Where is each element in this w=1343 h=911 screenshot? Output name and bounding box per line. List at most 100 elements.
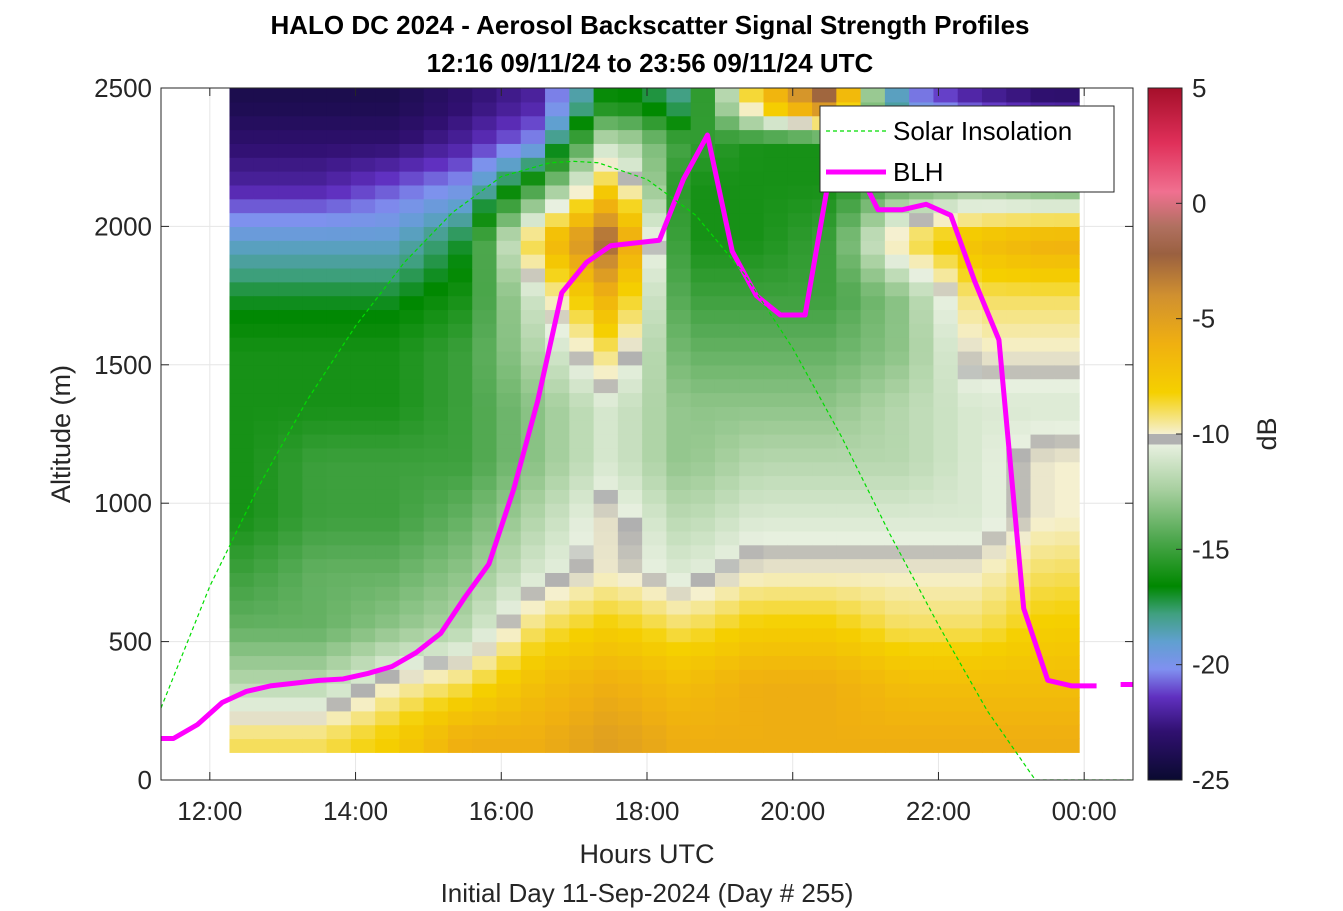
heatmap-cell xyxy=(739,572,765,587)
heatmap-cell xyxy=(933,447,959,463)
heatmap-cell xyxy=(520,600,546,615)
heatmap-cell xyxy=(617,724,643,740)
heatmap-cell xyxy=(787,143,813,158)
heatmap-cell xyxy=(666,337,692,352)
heatmap-cell xyxy=(229,323,255,338)
heatmap-cell xyxy=(375,171,401,186)
heatmap-cell xyxy=(496,184,522,200)
heatmap-cell xyxy=(1006,738,1032,753)
heatmap-cell xyxy=(520,212,546,227)
heatmap-cell xyxy=(860,489,886,504)
heatmap-cell xyxy=(569,489,595,504)
heatmap-cell xyxy=(423,254,449,269)
heatmap-cell xyxy=(666,392,692,407)
heatmap-cell xyxy=(447,350,473,366)
heatmap-cell xyxy=(812,337,837,352)
heatmap-cell xyxy=(884,378,910,394)
heatmap-cell xyxy=(326,710,352,726)
heatmap-cell xyxy=(302,613,328,629)
heatmap-cell xyxy=(302,240,328,255)
heatmap-cell xyxy=(787,226,813,241)
heatmap-cell xyxy=(447,683,473,698)
heatmap-cell xyxy=(763,157,789,172)
heatmap-cell xyxy=(1006,212,1032,227)
heatmap-cell xyxy=(1030,696,1056,712)
heatmap-cell xyxy=(642,641,668,657)
y-axis-label: Altitude (m) xyxy=(46,365,76,503)
heatmap-cell xyxy=(933,267,959,283)
heatmap-cell xyxy=(909,586,935,601)
heatmap-cell xyxy=(909,267,935,283)
heatmap-cell xyxy=(326,530,352,546)
heatmap-cell xyxy=(714,129,740,144)
heatmap-cell xyxy=(447,295,473,311)
heatmap-cell xyxy=(981,600,1007,615)
heatmap-cell xyxy=(569,323,595,338)
heatmap-cell xyxy=(472,489,498,504)
heatmap-cell xyxy=(229,226,255,241)
heatmap-cell xyxy=(302,184,328,200)
heatmap-cell xyxy=(472,378,498,394)
heatmap-cell xyxy=(884,267,910,283)
heatmap-cell xyxy=(617,572,643,587)
heatmap-cell xyxy=(666,461,692,477)
heatmap-cell xyxy=(787,364,813,380)
heatmap-cell xyxy=(739,724,765,740)
heatmap-cell xyxy=(884,558,910,573)
heatmap-cell xyxy=(350,738,376,753)
heatmap-cell xyxy=(714,157,740,172)
heatmap-cell xyxy=(326,586,352,601)
heatmap-cell xyxy=(593,558,619,573)
heatmap-cell xyxy=(909,724,935,740)
heatmap-cell xyxy=(545,157,570,172)
heatmap-cell xyxy=(399,337,425,352)
heatmap-cell xyxy=(593,212,619,227)
heatmap-cell xyxy=(666,696,692,712)
heatmap-cell xyxy=(399,267,425,283)
heatmap-cell xyxy=(642,420,668,435)
heatmap-cell xyxy=(593,669,619,684)
heatmap-cell xyxy=(278,600,303,615)
heatmap-cell xyxy=(1006,323,1032,338)
heatmap-cell xyxy=(957,447,983,463)
heatmap-cell xyxy=(326,613,352,629)
heatmap-cell xyxy=(763,738,789,753)
heatmap-cell xyxy=(812,309,837,324)
heatmap-cell xyxy=(253,406,279,421)
heatmap-cell xyxy=(326,406,352,421)
heatmap-cell xyxy=(836,503,862,518)
heatmap-cell xyxy=(666,364,692,380)
heatmap-cell xyxy=(520,572,546,587)
heatmap-cell xyxy=(302,143,328,158)
heatmap-cell xyxy=(375,544,401,560)
heatmap-cell xyxy=(375,641,401,657)
heatmap-cell xyxy=(739,613,765,629)
heatmap-cell xyxy=(836,530,862,546)
heatmap-cell xyxy=(1006,378,1032,394)
heatmap-cell xyxy=(617,489,643,504)
heatmap-cell xyxy=(593,254,619,269)
heatmap-cell xyxy=(302,447,328,463)
heatmap-cell xyxy=(1006,295,1032,311)
heatmap-cell xyxy=(1054,434,1080,449)
heatmap-cell xyxy=(812,641,837,657)
heatmap-cell xyxy=(812,267,837,283)
heatmap-cell xyxy=(981,655,1007,670)
heatmap-cell xyxy=(1054,475,1080,490)
heatmap-cell xyxy=(350,88,376,103)
heatmap-cell xyxy=(326,101,352,117)
heatmap-cell xyxy=(278,710,303,726)
heatmap-cell xyxy=(545,254,570,269)
heatmap-cell xyxy=(520,226,546,241)
heatmap-cell xyxy=(714,669,740,684)
heatmap-cell xyxy=(1030,530,1056,546)
heatmap-cell xyxy=(787,171,813,186)
heatmap-cell xyxy=(690,558,716,573)
heatmap-cell xyxy=(545,503,570,518)
heatmap-cell xyxy=(836,600,862,615)
heatmap-cell xyxy=(447,212,473,227)
heatmap-cell xyxy=(739,489,765,504)
x-axis-label: Hours UTC xyxy=(579,839,714,869)
heatmap-cell xyxy=(569,157,595,172)
heatmap-cell xyxy=(229,254,255,269)
